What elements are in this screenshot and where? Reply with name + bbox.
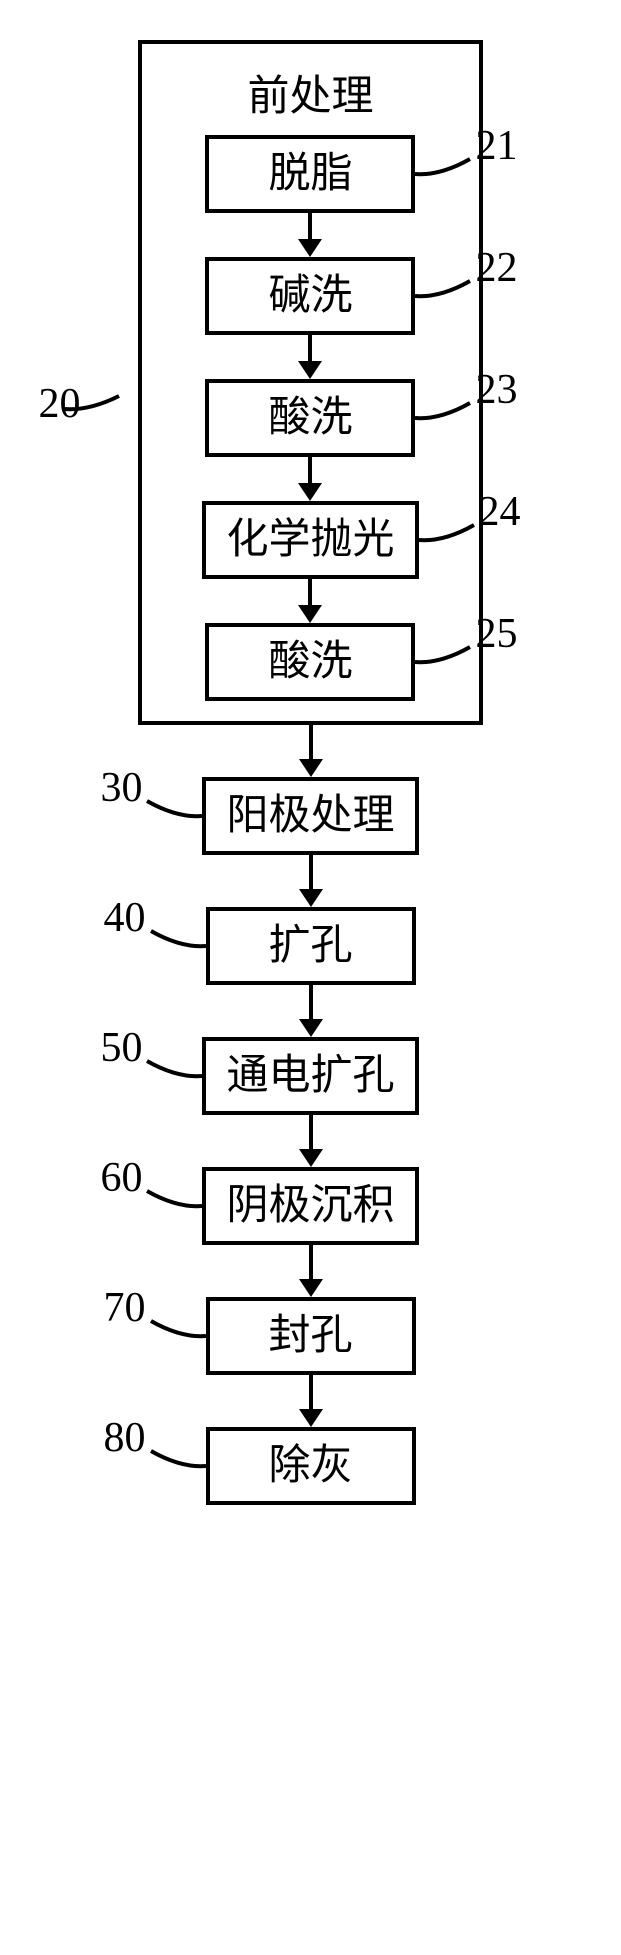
arrow bbox=[309, 985, 313, 1037]
step-box: 化学抛光 bbox=[202, 501, 418, 579]
step-wrapper: 30 阳极处理 bbox=[202, 777, 418, 855]
step-wrapper: 碱洗 22 bbox=[205, 257, 415, 335]
step-id: 21 bbox=[475, 125, 517, 167]
arrow bbox=[308, 213, 312, 257]
step-wrapper: 酸洗 25 bbox=[205, 623, 415, 701]
step-box: 酸洗 bbox=[205, 379, 415, 457]
flowchart: 前处理 脱脂 21 碱洗 22 酸洗 bbox=[30, 40, 591, 1505]
arrow bbox=[309, 1115, 313, 1167]
step-box: 阴极沉积 bbox=[202, 1167, 418, 1245]
step-id: 80 bbox=[104, 1417, 146, 1459]
group-id: 20 bbox=[38, 383, 80, 425]
step-wrapper: 50 通电扩孔 bbox=[202, 1037, 418, 1115]
pretreatment-group: 前处理 脱脂 21 碱洗 22 酸洗 bbox=[138, 40, 482, 725]
step-box: 封孔 bbox=[206, 1297, 416, 1375]
step-id: 50 bbox=[100, 1027, 142, 1069]
arrow bbox=[308, 579, 312, 623]
step-id: 24 bbox=[479, 491, 521, 533]
arrow bbox=[308, 457, 312, 501]
arrow bbox=[309, 1375, 313, 1427]
pretreatment-group-wrapper: 前处理 脱脂 21 碱洗 22 酸洗 bbox=[138, 40, 482, 725]
arrow bbox=[309, 1245, 313, 1297]
step-id: 70 bbox=[104, 1287, 146, 1329]
group-title: 前处理 bbox=[247, 62, 373, 123]
step-wrapper: 80 除灰 bbox=[206, 1427, 416, 1505]
step-wrapper: 脱脂 21 bbox=[205, 135, 415, 213]
step-wrapper: 60 阴极沉积 bbox=[202, 1167, 418, 1245]
step-wrapper: 70 封孔 bbox=[206, 1297, 416, 1375]
step-id: 40 bbox=[104, 897, 146, 939]
step-wrapper: 酸洗 23 bbox=[205, 379, 415, 457]
step-box: 阳极处理 bbox=[202, 777, 418, 855]
step-box: 酸洗 bbox=[205, 623, 415, 701]
step-box: 扩孔 bbox=[206, 907, 416, 985]
step-box: 通电扩孔 bbox=[202, 1037, 418, 1115]
step-id: 22 bbox=[475, 247, 517, 289]
step-id: 23 bbox=[475, 369, 517, 411]
step-box: 除灰 bbox=[206, 1427, 416, 1505]
step-id: 30 bbox=[100, 767, 142, 809]
step-id: 25 bbox=[475, 613, 517, 655]
step-wrapper: 化学抛光 24 bbox=[202, 501, 418, 579]
step-wrapper: 40 扩孔 bbox=[206, 907, 416, 985]
arrow bbox=[308, 335, 312, 379]
step-box: 脱脂 bbox=[205, 135, 415, 213]
step-id: 60 bbox=[100, 1157, 142, 1199]
step-box: 碱洗 bbox=[205, 257, 415, 335]
arrow bbox=[309, 855, 313, 907]
arrow bbox=[309, 725, 313, 777]
